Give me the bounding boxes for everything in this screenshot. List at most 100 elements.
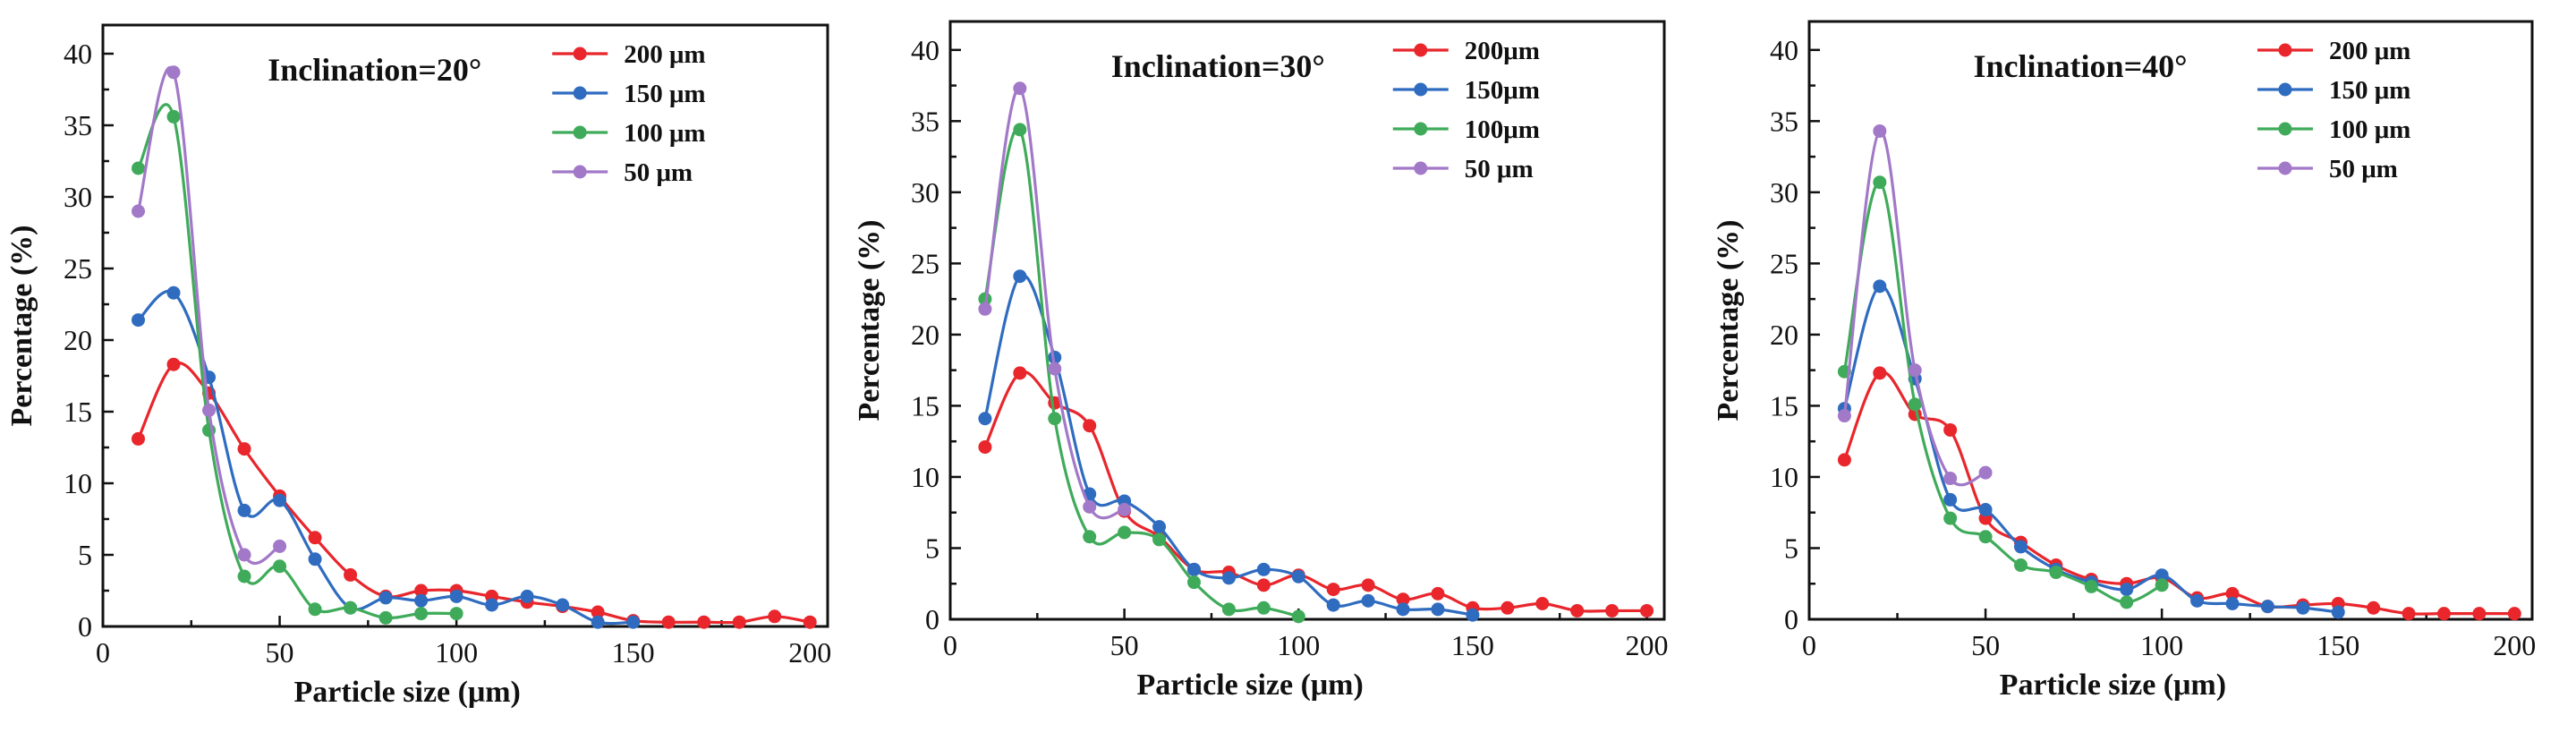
y-tick-label: 40 (1770, 34, 1798, 66)
data-point (237, 548, 251, 562)
data-point (768, 609, 782, 624)
data-point (1943, 422, 1958, 437)
data-point (1943, 492, 1958, 507)
data-point (166, 357, 181, 371)
data-point (414, 583, 429, 598)
data-point (803, 615, 817, 629)
data-point (132, 204, 146, 218)
data-point (449, 589, 463, 603)
series-2 (1837, 279, 2345, 619)
data-point (626, 615, 641, 629)
data-point (273, 559, 287, 574)
data-point (1873, 279, 1887, 294)
series-line (1842, 370, 2516, 616)
data-point (237, 569, 251, 583)
data-point (344, 600, 358, 615)
legend-entry-3: 100μm (1392, 115, 1540, 144)
legend-entry-4: 50 μm (552, 158, 693, 187)
data-point (166, 65, 181, 80)
x-axis-title: Particle size (μm) (294, 676, 521, 709)
legend-entry-3: 100 μm (2257, 115, 2410, 144)
plot-frame (948, 20, 1666, 621)
data-point (378, 610, 393, 625)
data-point (1221, 571, 1236, 585)
series-line (983, 126, 1300, 618)
data-point (1873, 366, 1887, 380)
data-point (1291, 569, 1305, 583)
y-tick-label: 0 (925, 603, 939, 635)
data-point (1013, 81, 1027, 96)
data-point (1013, 366, 1027, 380)
data-point (449, 607, 463, 621)
data-point (1837, 409, 1851, 423)
series-2 (132, 285, 641, 629)
data-point (732, 615, 746, 629)
legend-marker (2278, 122, 2292, 136)
data-point (1570, 603, 1585, 618)
legend-label: 100μm (1465, 115, 1540, 144)
data-point (378, 591, 393, 605)
data-point (1640, 603, 1654, 618)
data-point (1186, 575, 1201, 590)
y-tick-label: 30 (64, 181, 92, 213)
data-point (1978, 503, 1993, 517)
y-axis-title: Percentage (%) (5, 226, 38, 427)
series-1 (978, 366, 1654, 618)
legend-marker (1414, 82, 1428, 97)
chart-panel-2: 0 50 100 150 200 0 5 10 15 20 25 30 35 40 Particle siz… (853, 20, 1669, 702)
y-tick-label: 15 (64, 396, 92, 428)
x-tick-label: 150 (2317, 629, 2359, 661)
data-point (132, 431, 146, 446)
y-tick-label: 20 (1770, 319, 1798, 351)
data-point (661, 615, 676, 629)
legend-label: 50 μm (624, 158, 693, 187)
y-tick-label: 0 (78, 610, 92, 643)
data-point (1978, 465, 1993, 480)
legend-label: 200 μm (2329, 37, 2410, 65)
y-tick-label: 20 (911, 319, 939, 351)
data-point (273, 493, 287, 507)
legend-label: 100 μm (624, 119, 705, 148)
legend-entry-1: 200 μm (552, 40, 706, 69)
data-point (237, 503, 251, 517)
legend-marker (573, 165, 587, 179)
x-axis-title: Particle size (μm) (2000, 669, 2226, 702)
x-tick-label: 100 (2140, 629, 2183, 661)
data-point (1326, 583, 1340, 597)
y-tick-label: 35 (911, 105, 939, 137)
legend-marker (573, 86, 587, 100)
data-point (978, 412, 992, 426)
data-point (2367, 600, 2381, 615)
x-axis-title: Particle size (μm) (1136, 669, 1363, 702)
data-point (2507, 607, 2521, 621)
data-point (520, 589, 534, 603)
data-point (1908, 363, 1922, 378)
x-tick-label: 100 (1277, 629, 1320, 661)
data-point (1256, 600, 1271, 615)
data-point (2225, 597, 2240, 611)
plot-frame (101, 23, 829, 628)
chart-title: Inclination=30° (1111, 48, 1325, 84)
data-point (1943, 472, 1958, 486)
data-point (591, 605, 605, 619)
data-point (1326, 598, 1340, 612)
legend-label: 50 μm (1465, 155, 1534, 183)
data-point (2049, 566, 2063, 580)
y-tick-label: 40 (64, 38, 92, 70)
legend-entry-1: 200 μm (2257, 37, 2410, 65)
series-line (136, 66, 282, 565)
data-point (1152, 532, 1167, 547)
legend-entry-2: 150μm (1392, 76, 1540, 105)
y-tick-label: 5 (925, 532, 939, 564)
series-line (1842, 129, 1987, 487)
data-point (2155, 578, 2169, 592)
data-point (2155, 568, 2169, 583)
x-tick-label: 50 (266, 636, 294, 669)
data-point (1535, 597, 1550, 611)
data-point (1083, 419, 1097, 433)
data-point (273, 539, 287, 553)
y-tick-label: 35 (64, 109, 92, 141)
data-point (2190, 593, 2205, 608)
data-point (2472, 607, 2487, 621)
